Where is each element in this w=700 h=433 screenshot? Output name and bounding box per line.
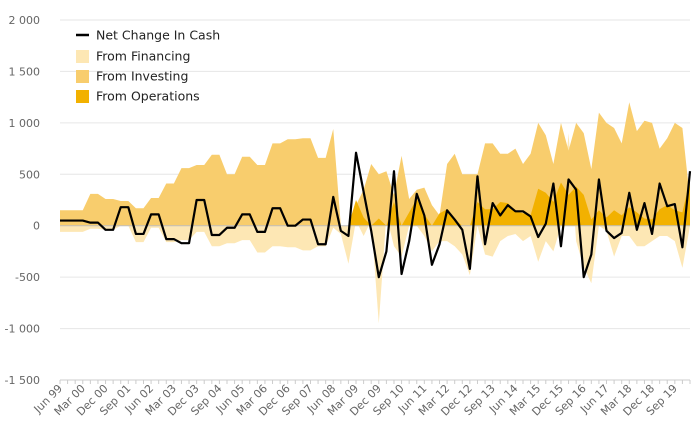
legend-swatch-investing: [76, 70, 89, 83]
y-tick-label: -1 000: [5, 323, 40, 336]
y-tick-label: -1 500: [5, 374, 40, 387]
area-from-operations: [60, 179, 690, 226]
area-series: [60, 102, 690, 324]
legend-label-financing: From Financing: [96, 49, 190, 64]
legend-swatch-financing: [76, 50, 89, 63]
gridlines: [60, 19, 690, 381]
area-from-financing: [60, 133, 690, 324]
legend-label-operations: From Operations: [96, 89, 200, 104]
net-change-line-group: [60, 151, 692, 279]
y-tick-label: 1 000: [9, 117, 41, 130]
y-tick-label: 1 500: [9, 65, 41, 78]
legend: Net Change In Cash From Financing From I…: [76, 28, 220, 104]
legend-swatch-operations: [76, 90, 89, 103]
y-tick-label: 2 000: [9, 14, 41, 27]
y-axis: -1 500 -1 000 -500 0 500 1 000 1 500 2 000: [5, 14, 40, 387]
legend-label-net-change: Net Change In Cash: [96, 28, 220, 43]
y-tick-label: -500: [15, 271, 40, 284]
area-from-investing: [60, 102, 690, 226]
net-change-line: [60, 151, 692, 279]
y-tick-label: 500: [19, 168, 40, 181]
y-tick-label: 0: [33, 220, 40, 233]
legend-label-investing: From Investing: [96, 69, 188, 84]
